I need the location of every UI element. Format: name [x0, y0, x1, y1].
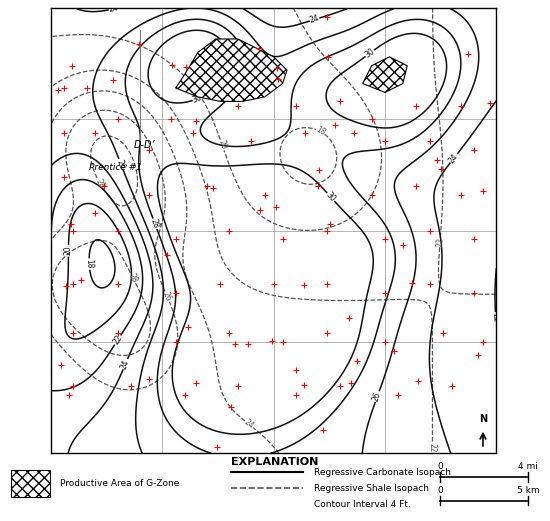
Text: 20: 20: [216, 139, 228, 151]
Text: Regressive Shale Isopach: Regressive Shale Isopach: [314, 484, 428, 493]
Text: 20: 20: [64, 246, 73, 255]
Text: 18: 18: [85, 259, 94, 269]
Text: 24: 24: [309, 14, 321, 25]
Text: 30: 30: [191, 93, 204, 105]
Text: 24: 24: [108, 4, 119, 15]
Polygon shape: [175, 39, 287, 102]
Text: 24: 24: [243, 418, 256, 431]
Text: 4 mi: 4 mi: [518, 462, 538, 472]
Text: 26: 26: [161, 290, 173, 303]
Text: 24: 24: [119, 358, 131, 370]
Text: 30: 30: [324, 190, 337, 204]
Text: D-D’: D-D’: [133, 140, 155, 150]
Text: 22: 22: [111, 333, 124, 346]
Text: 28: 28: [126, 271, 139, 284]
Text: Prentice #1: Prentice #1: [89, 164, 142, 172]
Text: 28: 28: [94, 177, 107, 190]
Text: 22: 22: [491, 313, 501, 323]
Text: EXPLANATION: EXPLANATION: [232, 456, 318, 467]
Text: 0: 0: [437, 486, 443, 495]
Text: 30: 30: [363, 47, 376, 60]
Bar: [11, 470, 49, 497]
Text: 18: 18: [314, 125, 327, 138]
Text: Contour Interval 4 Ft.: Contour Interval 4 Ft.: [314, 500, 410, 508]
Text: 22: 22: [428, 442, 437, 452]
Polygon shape: [362, 57, 407, 92]
Text: 0: 0: [437, 462, 443, 472]
Text: 26: 26: [371, 391, 383, 403]
Text: 26: 26: [115, 158, 127, 170]
Text: 24: 24: [447, 152, 460, 165]
Text: N: N: [479, 414, 487, 424]
Text: 22: 22: [435, 237, 445, 247]
Text: Productive Area of G-Zone: Productive Area of G-Zone: [60, 479, 180, 488]
Text: Regressive Carbonate Isopach: Regressive Carbonate Isopach: [314, 468, 450, 477]
Text: 28: 28: [149, 218, 161, 230]
Text: 5 km: 5 km: [516, 486, 540, 495]
